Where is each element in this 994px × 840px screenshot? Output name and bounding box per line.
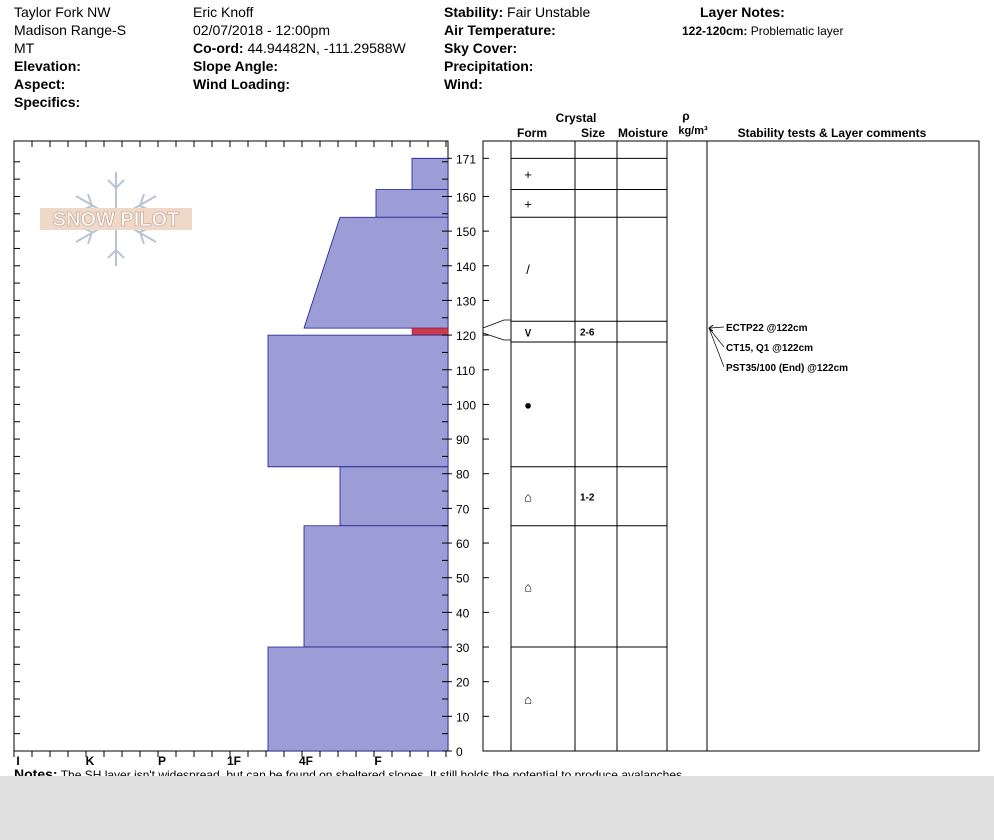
coord-label: Co-ord: xyxy=(193,40,244,56)
crystal-form-symbol: / xyxy=(526,262,530,277)
hardness-label: K xyxy=(86,754,95,768)
crystal-form-symbol: ⌂ xyxy=(524,579,532,594)
notes-text: The SH layer isn't widespread, but can b… xyxy=(60,768,686,776)
hardness-label: F xyxy=(374,754,381,768)
hardness-layer-7 xyxy=(267,646,449,752)
depth-tick-label: 110 xyxy=(456,364,475,378)
aspect-label: Aspect: xyxy=(14,76,66,92)
connector-bottom xyxy=(482,332,511,341)
stability-test-label: CT15, Q1 @122cm xyxy=(726,343,813,354)
stability-test-label: PST35/100 (End) @122cm xyxy=(726,363,848,374)
rho-header: ρ xyxy=(682,109,689,123)
stability-value: Fair Unstable xyxy=(507,4,591,20)
depth-tick-label: 130 xyxy=(456,294,476,308)
crystal-size: 2-6 xyxy=(580,328,595,339)
crystal-form-symbol: ∨ xyxy=(523,325,533,340)
depth-tick-label: 20 xyxy=(456,676,470,690)
wind-loading-label: Wind Loading: xyxy=(193,76,291,92)
depth-tick-label: 40 xyxy=(456,606,470,620)
crystal-size: 1-2 xyxy=(580,492,595,503)
depth-tick-label: 171 xyxy=(456,152,476,166)
snowpit-chart: SNOW PILOT I K P 1F 4F F 171 160 150 140 130 120 11… xyxy=(13,109,980,768)
mountain-range: Madison Range-S xyxy=(14,22,127,38)
connector-top xyxy=(482,319,511,329)
hardness-label: P xyxy=(158,754,166,768)
precipitation-label: Precipitation: xyxy=(444,58,534,74)
crystal-form-symbol: ● xyxy=(524,397,532,412)
logo-text: SNOW PILOT xyxy=(53,209,180,231)
layer-note: 122-120cm: Problematic layer xyxy=(682,23,843,39)
depth-tick-label: 90 xyxy=(456,433,470,447)
crystal-header: Crystal xyxy=(556,111,597,125)
hardness-layer-4 xyxy=(267,334,449,468)
wind-label: Wind: xyxy=(444,76,483,92)
hardness-layer-0 xyxy=(411,157,449,190)
air-temp-label: Air Temperature: xyxy=(444,22,556,38)
crystal-form-symbol: + xyxy=(524,196,532,211)
hardness-label: I xyxy=(16,754,19,768)
hardness-label: 4F xyxy=(299,754,313,768)
layer-note-depth: 122-120cm: xyxy=(682,24,748,38)
hardness-layer-6 xyxy=(303,525,449,648)
layer-notes-label: Layer Notes: xyxy=(700,4,785,20)
depth-tick-label: 0 xyxy=(456,745,463,759)
hardness-layer-5 xyxy=(339,466,449,527)
depth-tick-label: 70 xyxy=(456,502,470,516)
observation-datetime: 02/07/2018 - 12:00pm xyxy=(193,22,330,38)
depth-tick-label: 160 xyxy=(456,190,476,204)
stability-test-label: ECTP22 @122cm xyxy=(726,323,808,334)
slope-angle-label: Slope Angle: xyxy=(193,58,279,74)
size-header: Size xyxy=(581,126,605,140)
stability-test-leader xyxy=(708,326,725,329)
depth-tick-label: 100 xyxy=(456,398,476,412)
depth-tick-label: 30 xyxy=(456,641,470,655)
sky-cover-label: Sky Cover: xyxy=(444,40,518,56)
notes: Notes: The SH layer isn't widespread, bu… xyxy=(14,766,685,776)
depth-tick-label: 140 xyxy=(456,260,476,274)
layer-note-text: Problematic layer xyxy=(750,24,844,38)
depth-tick-label: 120 xyxy=(456,329,476,343)
notes-label: Notes: xyxy=(14,766,58,776)
stability-label: Stability: xyxy=(444,4,504,20)
depth-tick-label: 50 xyxy=(456,572,470,586)
observer-name: Eric Knoff xyxy=(193,4,254,20)
state: MT xyxy=(14,40,35,56)
logo-band xyxy=(40,208,192,230)
profile-frame xyxy=(482,140,980,752)
hardness-layer-1 xyxy=(375,189,449,218)
depth-tick-label: 80 xyxy=(456,468,470,482)
crystal-form-symbol: ⌂ xyxy=(524,489,532,504)
density-unit-header: kg/m³ xyxy=(678,125,708,137)
depth-tick-label: 10 xyxy=(456,710,470,724)
elevation-label: Elevation: xyxy=(14,58,81,74)
stability-rating: Stability: Fair Unstable xyxy=(444,4,590,20)
hardness-layer-highlight xyxy=(411,327,449,336)
stability-test-leader xyxy=(708,328,725,368)
stability-test-leader xyxy=(708,327,725,348)
specifics-label: Specifics: xyxy=(14,94,81,110)
coordinates: Co-ord: 44.94482N, -111.29588W xyxy=(193,40,406,56)
stability-test-arrow xyxy=(708,324,714,332)
hardness-layer-2 xyxy=(303,216,449,329)
stability-header: Stability tests & Layer comments xyxy=(738,126,927,140)
moisture-header: Moisture xyxy=(618,126,668,140)
depth-tick-label: 150 xyxy=(456,225,476,239)
form-header: Form xyxy=(517,126,547,140)
snowpit-sheet: Taylor Fork NW Madison Range-S MT Elevat… xyxy=(0,0,994,776)
hardness-label: 1F xyxy=(227,754,241,768)
coord-value: 44.94482N, -111.29588W xyxy=(247,40,406,56)
location-name: Taylor Fork NW xyxy=(14,4,111,20)
crystal-form-symbol: + xyxy=(524,167,532,182)
depth-tick-label: 60 xyxy=(456,537,470,551)
crystal-form-symbol: ⌂ xyxy=(524,692,532,707)
